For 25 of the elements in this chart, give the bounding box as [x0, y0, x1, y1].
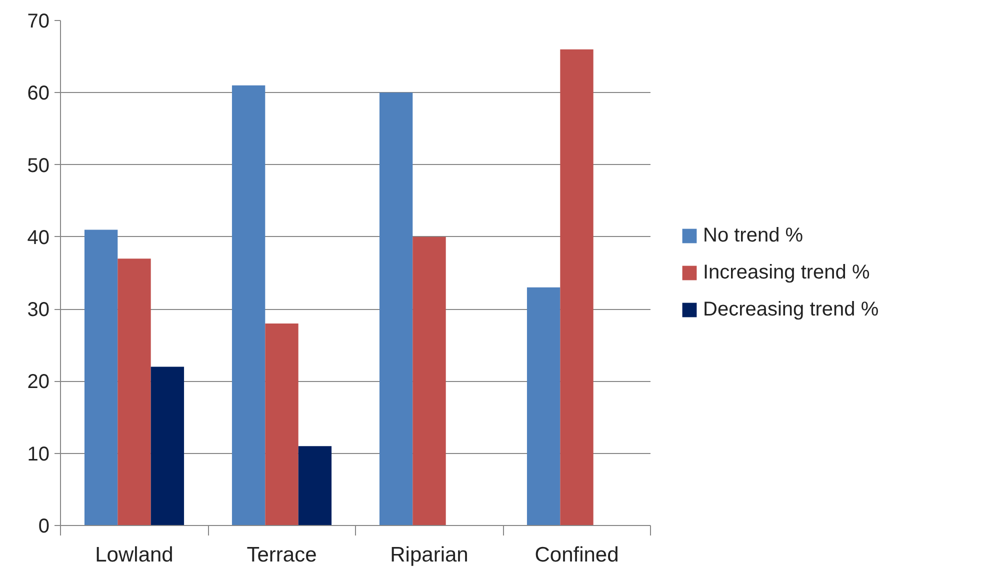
- bar: [560, 49, 594, 526]
- bar: [84, 230, 118, 526]
- x-tick-label: Riparian: [390, 544, 468, 566]
- y-tick-label: 70: [27, 10, 50, 32]
- legend-label: Increasing trend %: [703, 261, 870, 284]
- y-tick-label: 60: [27, 82, 50, 105]
- y-tick-label: 10: [27, 443, 50, 466]
- y-tick-label: 20: [27, 371, 50, 394]
- y-tick-label: 40: [27, 226, 50, 249]
- bar: [526, 287, 560, 526]
- y-tick-label: 30: [27, 299, 50, 322]
- x-tick-label: Lowland: [95, 544, 174, 566]
- y-tick-label: 0: [38, 516, 50, 538]
- x-tick-label: Confined: [534, 544, 619, 566]
- legend-label: No trend %: [703, 224, 804, 247]
- bar: [298, 446, 332, 526]
- y-tick-label: 50: [27, 154, 50, 177]
- x-tick-label: Terrace: [246, 544, 317, 566]
- bar: [150, 366, 184, 526]
- bar: [232, 85, 266, 526]
- bar: [412, 236, 446, 526]
- bar: [265, 324, 298, 526]
- bar: [118, 258, 151, 526]
- bar: [379, 92, 413, 526]
- legend-label: Decreasing trend %: [703, 298, 879, 321]
